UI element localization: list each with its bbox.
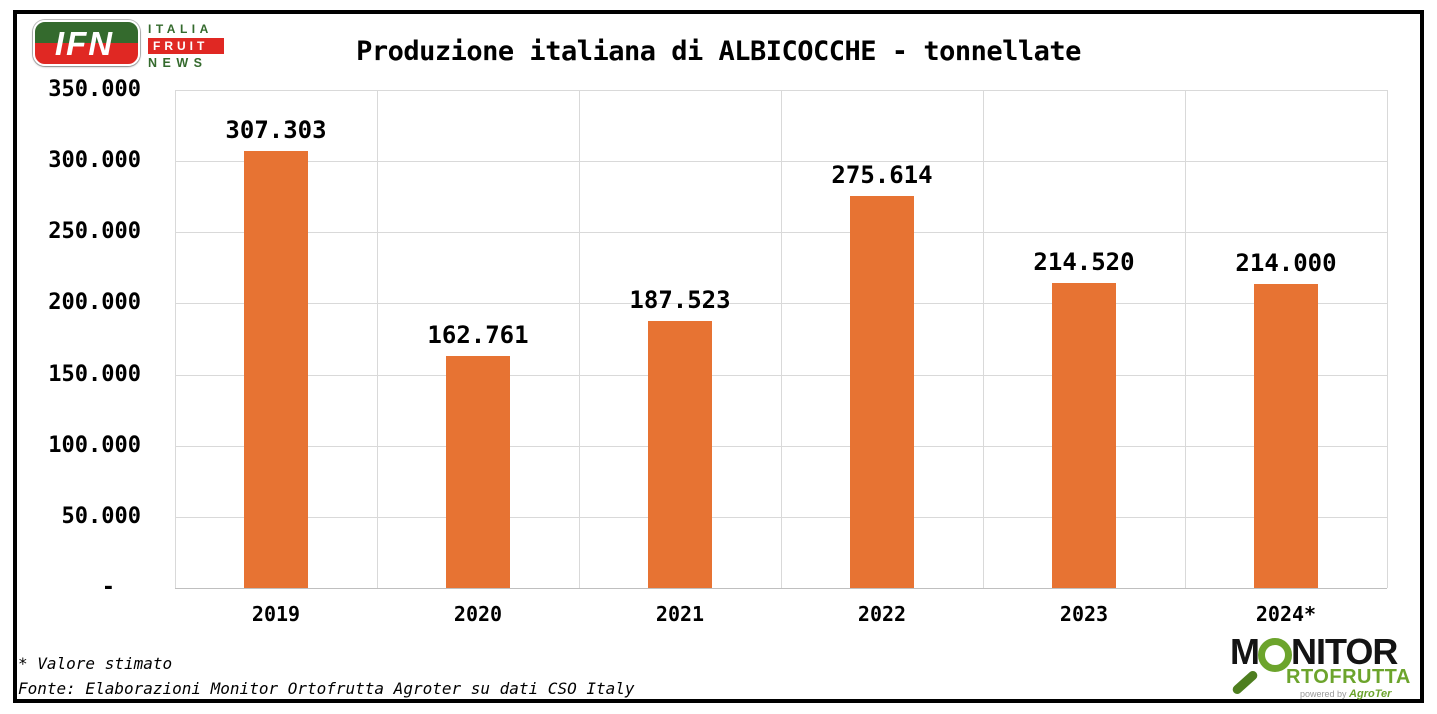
gridline-vertical xyxy=(579,90,580,588)
y-axis-tick-label: 200.000 xyxy=(48,290,141,316)
bar-value-label: 187.523 xyxy=(629,286,731,315)
y-axis-tick-label: 350.000 xyxy=(48,77,141,102)
ifn-logo-news: NEWS xyxy=(148,56,208,70)
ifn-logo-acronym: IFN xyxy=(54,24,115,62)
bar-value-label: 275.614 xyxy=(831,160,933,189)
monitor-logo-nitor: NITOR xyxy=(1291,631,1398,672)
bar-value-label: 214.000 xyxy=(1235,248,1337,277)
gridline-vertical xyxy=(781,90,782,588)
x-axis-tick-label: 2019 xyxy=(251,602,301,626)
monitor-logo-powered-by: powered by AgroTer xyxy=(1300,688,1391,700)
chart-title: Produzione italiana di ALBICOCCHE - tonn… xyxy=(356,36,1081,67)
ifn-logo: IFN xyxy=(33,20,140,66)
y-axis-tick-label: 100.000 xyxy=(48,432,141,458)
bar-value-label: 162.761 xyxy=(427,321,529,350)
magnifier-icon xyxy=(1258,638,1292,672)
bar-value-label: 307.303 xyxy=(225,115,327,144)
monitor-ortofrutta-logo: M NITOR RTOFRUTTA powered by AgroTer xyxy=(1228,632,1424,702)
x-axis-tick-label: 2020 xyxy=(453,602,503,626)
y-axis-tick-label: 50.000 xyxy=(61,503,141,529)
bar-2022 xyxy=(850,195,914,588)
source-note: Fonte: Elaborazioni Monitor Ortofrutta A… xyxy=(18,679,635,698)
ifn-logo-fruit: FRUIT xyxy=(148,38,224,54)
x-axis-tick-label: 2024* xyxy=(1255,602,1317,626)
bar-2021 xyxy=(648,321,712,588)
y-axis-tick-label: 250.000 xyxy=(48,219,141,245)
bar-2019 xyxy=(244,150,308,588)
plot-area: 350.000 300.000 250.000 200.000 150.000 100.0… xyxy=(48,77,1388,626)
x-axis-tick-label: 2023 xyxy=(1059,602,1109,626)
ifn-logo-italia: ITALIA xyxy=(148,22,213,36)
gridline-vertical xyxy=(175,90,176,588)
gridline-vertical xyxy=(377,90,378,588)
outer-border xyxy=(13,10,1424,703)
y-axis-tick-label: 300.000 xyxy=(48,148,141,174)
gridline-horizontal xyxy=(175,588,1387,589)
gridline-vertical xyxy=(1185,90,1186,588)
monitor-logo-ortofrutta: RTOFRUTTA xyxy=(1286,666,1411,688)
bar-value-label: 214.520 xyxy=(1033,247,1135,276)
y-axis-tick-label: 150.000 xyxy=(48,361,141,387)
x-axis-tick-label: 2022 xyxy=(857,602,907,626)
bar-2023 xyxy=(1052,282,1116,588)
y-axis-tick-label: - xyxy=(101,575,115,600)
monitor-logo-m: M xyxy=(1230,631,1260,672)
x-axis-tick-label: 2021 xyxy=(655,602,705,626)
gridline-vertical xyxy=(983,90,984,588)
bar-2024* xyxy=(1254,283,1318,588)
agroter-brand: AgroTer xyxy=(1349,688,1392,700)
gridline-vertical xyxy=(1387,90,1388,588)
powered-by-text: powered by xyxy=(1300,689,1347,699)
bar-2020 xyxy=(446,356,510,588)
magnifier-handle-icon xyxy=(1230,669,1260,696)
footnote-estimated-value: * Valore stimato xyxy=(18,654,173,673)
ifn-logo-wordmark: ITALIA FRUIT NEWS xyxy=(148,22,238,70)
